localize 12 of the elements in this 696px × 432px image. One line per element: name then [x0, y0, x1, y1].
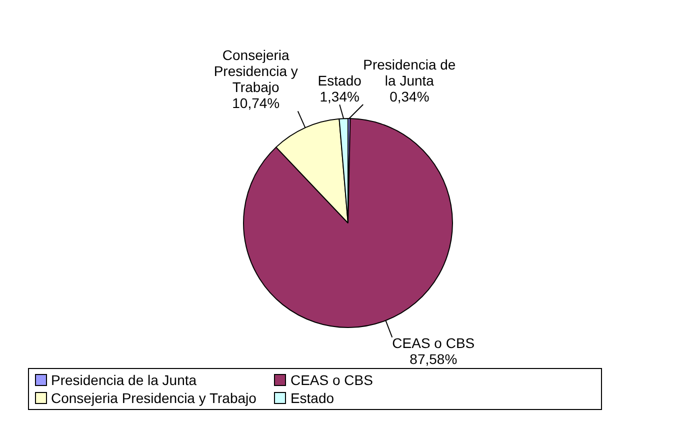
legend-label: Estado: [290, 390, 334, 406]
slice-label: CEAS o CBS: [392, 335, 475, 352]
data-label: 10,74%: [232, 95, 280, 112]
legend-label: CEAS o CBS: [290, 372, 373, 388]
data-label: 1,34%: [320, 88, 360, 104]
slice-label: Consejeria Presidencia y Trabajo: [214, 47, 298, 96]
slice-label: Estado: [318, 72, 362, 88]
legend-label: Consejeria Presidencia y Trabajo: [51, 390, 256, 406]
data-label: 0,34%: [390, 88, 430, 104]
data-label: 87,58%: [410, 351, 458, 368]
legend-label: Presidencia de la Junta: [51, 372, 197, 388]
slice-label: Presidencia de la Junta: [363, 56, 456, 88]
